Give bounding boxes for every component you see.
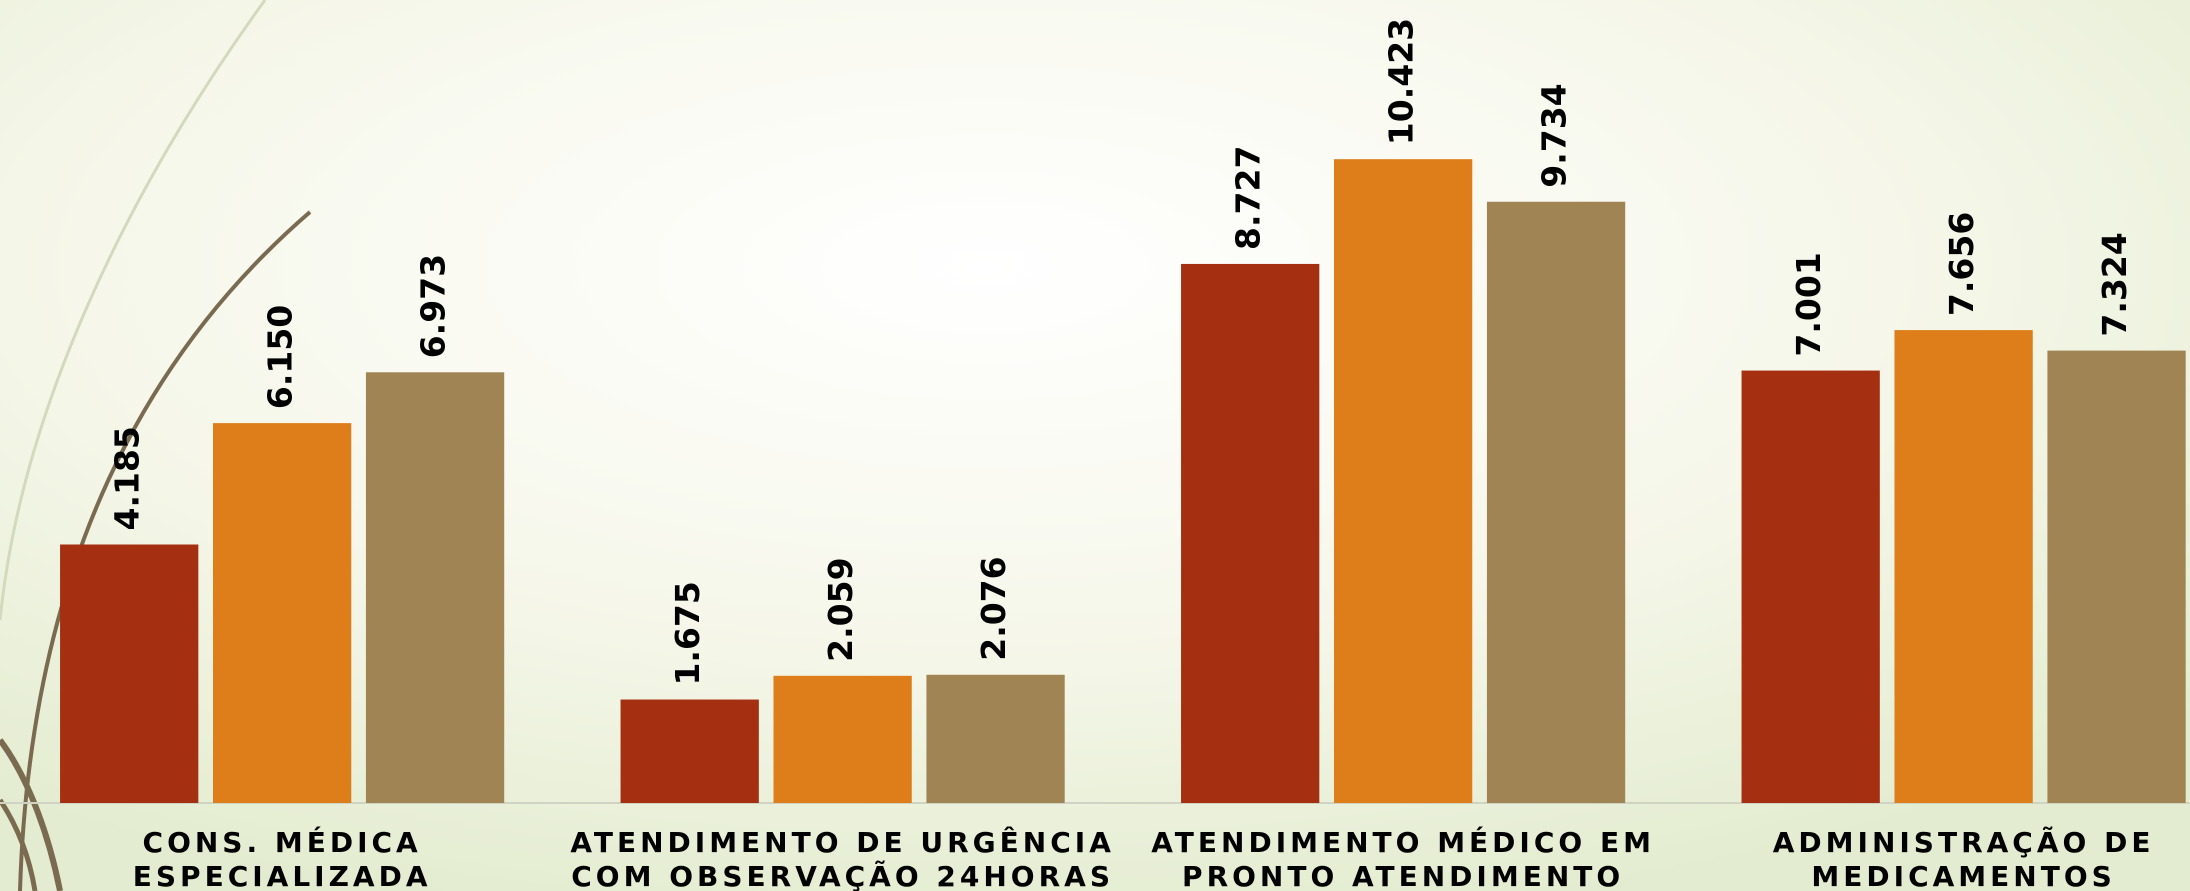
value-label: 7.001 — [1789, 252, 1828, 356]
category-label: ATENDIMENTO MÉDICO EM — [1151, 825, 1655, 859]
value-label: 6.973 — [414, 254, 453, 358]
bar — [60, 544, 199, 803]
category-label: ESPECIALIZADA — [133, 860, 432, 891]
category-label: ATENDIMENTO DE URGÊNCIA — [570, 825, 1114, 859]
category-label: PRONTO ATENDIMENTO — [1182, 860, 1624, 891]
bar — [1181, 263, 1320, 803]
value-label: 8.727 — [1229, 146, 1268, 250]
bar — [212, 423, 352, 803]
value-label: 6.150 — [261, 305, 300, 409]
category-label: ADMINISTRAÇÃO DE — [1773, 825, 2155, 859]
bar — [620, 699, 759, 803]
category-label: MEDICAMENTOS — [1811, 860, 2115, 891]
bar — [1486, 201, 1626, 804]
value-label: 4.185 — [108, 426, 147, 530]
value-label: 9.734 — [1535, 83, 1574, 187]
category-label: CONS. MÉDICA — [143, 825, 422, 859]
decoration — [0, 0, 312, 891]
value-label: 7.324 — [2095, 232, 2134, 336]
value-label: 10.423 — [1382, 18, 1421, 145]
bar — [1741, 370, 1880, 803]
bar — [926, 674, 1065, 803]
bar — [773, 675, 912, 803]
value-label: 1.675 — [668, 581, 707, 685]
bar — [1894, 330, 2033, 803]
value-label: 7.656 — [1942, 212, 1981, 316]
value-label: 2.076 — [974, 556, 1013, 660]
bar — [2047, 350, 2186, 803]
bar — [1333, 159, 1473, 803]
bar — [365, 372, 505, 803]
value-label: 2.059 — [821, 557, 860, 661]
category-label: COM OBSERVAÇÃO 24HORAS — [571, 859, 1114, 891]
